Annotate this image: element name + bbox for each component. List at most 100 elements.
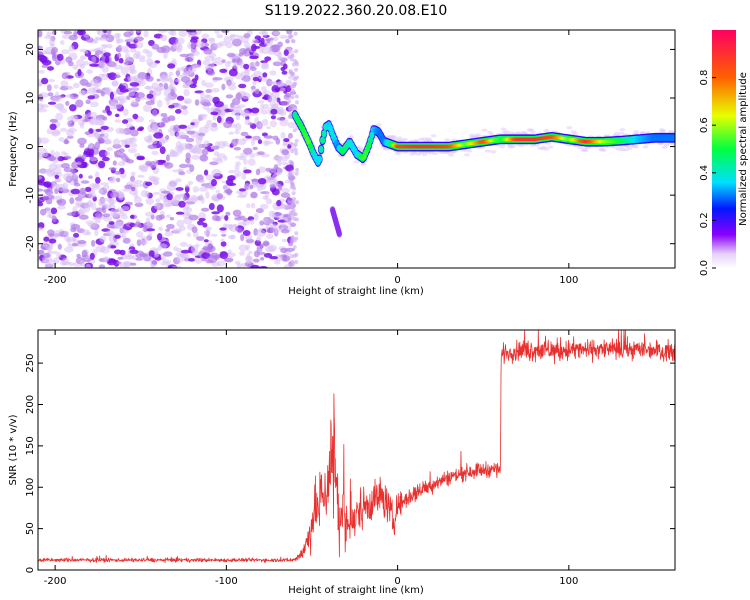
noise-speckle [285,38,290,44]
noise-speckle [71,243,79,247]
noise-speckle [266,126,271,130]
spectrogram-ridge [291,107,675,238]
noise-speckle [38,45,43,50]
noise-speckle [54,188,59,194]
ridge-halo-dot [504,130,511,134]
noise-speckle [266,229,273,234]
noise-speckle [108,72,117,81]
noise-speckle [289,180,294,185]
noise-speckle [76,30,86,36]
noise-speckle [51,54,57,62]
noise-speckle [100,125,109,130]
noise-speckle [186,197,192,203]
noise-speckle [281,187,290,194]
noise-speckle [79,187,86,195]
noise-speckle [160,261,171,266]
noise-speckle [51,30,57,35]
noise-speckle [83,201,93,208]
ridge-core [300,127,305,131]
noise-speckle [253,213,259,221]
noise-speckle [183,88,190,97]
ridge-halo-dot [540,145,547,149]
noise-speckle [281,70,288,75]
noise-speckle [48,37,55,46]
noise-speckle [210,233,218,237]
noise-speckle [216,260,226,267]
ridge-halo-dot [486,130,493,134]
noise-speckle [38,188,44,192]
noise-speckle [113,138,121,146]
ridge-halo-dot [499,145,506,149]
noise-speckle [291,89,296,93]
noise-speckle [283,138,290,143]
noise-speckle [86,148,95,157]
noise-speckle [273,36,279,42]
noise-speckle [240,109,251,118]
noise-speckle [283,49,289,56]
noise-speckle [288,210,293,215]
noise-speckle [73,182,81,187]
noise-speckle [291,184,296,189]
noise-speckle [138,126,145,131]
noise-speckle [202,102,212,107]
noise-speckle [112,160,117,166]
noise-speckle [204,124,210,129]
noise-speckle [185,137,195,143]
noise-speckle [283,264,292,268]
noise-speckle [165,135,170,140]
noise-speckle [213,43,223,48]
noise-speckle [100,246,110,254]
noise-speckle [51,182,56,188]
colorbar-gradient [712,30,736,268]
noise-speckle [115,221,124,230]
noise-speckle [170,88,175,97]
ridge-halo-dot [394,152,401,156]
noise-speckle [183,98,193,105]
noise-speckle [287,121,296,129]
noise-speckle [175,37,185,45]
y-tick-label: 250 [25,354,36,373]
noise-speckle [196,41,206,48]
noise-speckle [260,109,269,115]
noise-speckle [131,86,138,93]
noise-speckle [106,258,117,266]
noise-speckle [51,167,62,175]
noise-speckle [225,211,231,216]
noise-speckle [159,146,166,155]
noise-speckle [153,132,164,139]
noise-speckle [79,63,86,69]
noise-speckle [211,211,220,215]
noise-speckle [176,95,185,101]
noise-speckle [91,239,96,247]
noise-speckle [271,91,280,98]
noise-speckle [122,119,129,124]
noise-speckle [57,243,62,250]
ridge-halo-dot [547,145,554,149]
noise-speckle [168,104,175,109]
noise-speckle [229,106,235,111]
noise-speckle [289,57,294,62]
noise-speckle [118,193,125,201]
noise-speckle [95,50,104,55]
noise-speckle [240,92,251,100]
noise-speckle [68,45,75,52]
noise-speckle [118,148,125,154]
noise-speckle [65,155,72,160]
noise-speckle [280,100,290,106]
noise-speckle [188,54,195,63]
noise-speckle [206,63,216,68]
noise-speckle [230,234,236,240]
noise-speckle [160,34,168,42]
noise-speckle [160,113,168,117]
noise-speckle [41,59,52,66]
noise-speckle [189,164,195,172]
noise-speckle [259,46,264,54]
noise-speckle [271,211,277,219]
ridge-core [306,140,312,144]
noise-speckle [61,49,70,55]
noise-speckle [295,200,300,205]
noise-speckle [187,69,193,75]
noise-speckle [62,173,72,181]
noise-speckle [285,164,294,172]
noise-speckle [143,224,148,233]
